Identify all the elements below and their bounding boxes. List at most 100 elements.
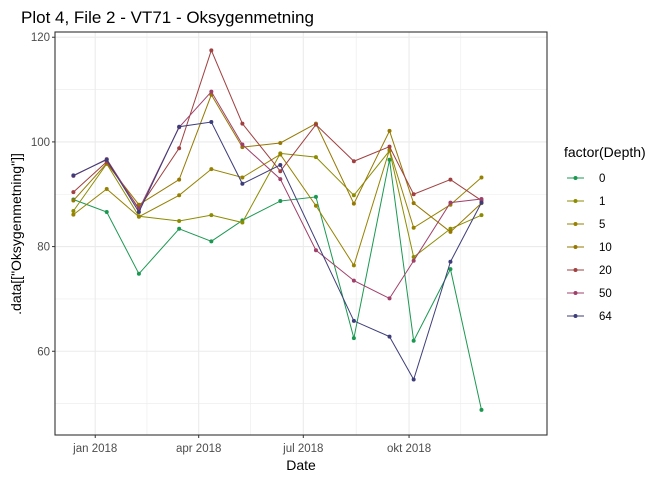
legend-key-point	[573, 268, 578, 272]
data-point	[479, 407, 484, 412]
data-point	[278, 177, 283, 182]
data-point	[411, 192, 416, 197]
legend-key-point	[573, 314, 578, 318]
data-point	[71, 212, 76, 217]
plot-panel	[54, 31, 548, 436]
data-point	[104, 210, 109, 215]
data-point	[387, 128, 392, 133]
data-point	[177, 218, 182, 223]
data-point	[209, 89, 214, 94]
series-50	[71, 89, 484, 301]
data-point	[104, 187, 109, 192]
legend-title: factor(Depth)	[564, 144, 646, 160]
series-lines	[71, 48, 484, 412]
x-tick-label: okt 2018	[387, 443, 431, 455]
series-5	[71, 147, 484, 268]
y-axis: 60 80 100 120	[31, 32, 55, 358]
legend-item-20: 20	[567, 265, 612, 277]
data-point	[411, 377, 416, 382]
data-point	[313, 155, 318, 160]
data-point	[411, 225, 416, 230]
legend-item-64: 64	[567, 311, 612, 323]
series-1	[71, 148, 484, 260]
data-point	[479, 213, 484, 218]
data-point	[313, 194, 318, 199]
data-point	[136, 210, 141, 215]
x-axis-title: Date	[286, 457, 316, 473]
chart-title: Plot 4, File 2 - VT71 - Oksygenmetning	[21, 8, 314, 27]
legend-label: 64	[599, 311, 612, 323]
data-point	[209, 120, 214, 125]
data-point	[351, 263, 356, 268]
data-point	[313, 248, 318, 253]
data-point	[351, 193, 356, 198]
data-point	[209, 213, 214, 218]
data-point	[351, 201, 356, 206]
data-point	[104, 157, 109, 162]
legend-label: 50	[599, 288, 612, 300]
data-point	[448, 200, 453, 205]
legend: factor(Depth) 0 1 5 10 20 50 64	[564, 144, 646, 323]
data-point	[411, 201, 416, 206]
data-point	[240, 175, 245, 180]
data-point	[177, 177, 182, 182]
data-point	[278, 169, 283, 174]
data-point	[479, 200, 484, 205]
data-point	[387, 157, 392, 162]
data-point	[177, 193, 182, 198]
x-tick-label: jul 2018	[282, 443, 323, 455]
data-point	[177, 124, 182, 129]
series-line	[73, 121, 482, 381]
legend-item-50: 50	[567, 288, 612, 300]
data-point	[177, 146, 182, 151]
legend-label: 1	[599, 196, 605, 208]
panel-border	[54, 31, 548, 436]
y-tick-label: 100	[31, 137, 50, 149]
data-point	[177, 226, 182, 231]
legend-key-point	[573, 176, 578, 180]
data-point	[313, 203, 318, 208]
data-point	[448, 267, 453, 272]
data-point	[209, 167, 214, 172]
data-point	[71, 198, 76, 203]
legend-label: 0	[599, 173, 605, 185]
data-point	[411, 258, 416, 263]
data-point	[351, 318, 356, 323]
series-line	[73, 159, 482, 410]
data-point	[448, 229, 453, 234]
grid	[55, 32, 547, 435]
data-point	[278, 162, 283, 167]
legend-key-point	[573, 222, 578, 226]
data-point	[278, 140, 283, 145]
x-axis: jan 2018 apr 2018 jul 2018 okt 2018	[72, 435, 431, 455]
series-line	[73, 90, 482, 300]
series-0	[71, 157, 484, 412]
data-point	[387, 144, 392, 149]
data-point	[240, 181, 245, 186]
legend-key-point	[573, 245, 578, 249]
series-line	[73, 48, 482, 210]
series-10	[71, 92, 484, 234]
y-tick-label: 120	[31, 32, 50, 44]
data-point	[448, 177, 453, 182]
y-tick-label: 60	[37, 346, 50, 358]
data-point	[71, 208, 76, 213]
y-axis-title: .data[["Oksygenmetning"]]	[8, 153, 24, 315]
data-point	[136, 202, 141, 207]
series-20	[71, 48, 484, 211]
data-point	[313, 122, 318, 127]
legend-item-0: 0	[567, 173, 605, 185]
data-point	[240, 220, 245, 225]
data-point	[411, 255, 416, 260]
data-point	[351, 278, 356, 283]
data-point	[136, 214, 141, 219]
data-point	[351, 159, 356, 164]
data-point	[448, 226, 453, 231]
data-point	[136, 271, 141, 276]
legend-label: 5	[599, 219, 605, 231]
series-line	[73, 93, 482, 233]
data-point	[278, 199, 283, 204]
series-64	[71, 120, 484, 382]
legend-label: 20	[599, 265, 612, 277]
